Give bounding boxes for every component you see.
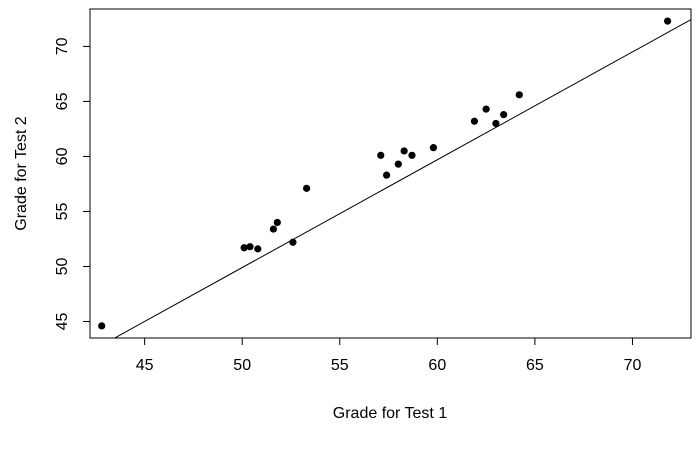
y-axis: 45 50 55 60 65 70: [54, 37, 90, 330]
data-point: [98, 322, 106, 330]
regression-line: [113, 19, 691, 338]
data-point: [663, 17, 672, 25]
x-tick-label: 60: [428, 357, 446, 374]
data-point: [492, 119, 500, 128]
points-layer: [98, 17, 672, 330]
fit-line-layer: [113, 19, 691, 338]
data-point: [400, 147, 408, 155]
x-tick-label: 45: [136, 357, 154, 374]
data-point: [482, 105, 490, 113]
data-point: [289, 238, 297, 246]
data-point: [408, 151, 416, 159]
data-point: [302, 184, 311, 192]
plot-frame: [89, 8, 692, 339]
x-axis-title: Grade for Test 1: [333, 405, 448, 422]
data-point: [254, 245, 262, 253]
data-point: [394, 160, 402, 168]
y-tick-label: 50: [54, 257, 71, 275]
data-point: [470, 117, 479, 125]
x-tick-label: 55: [331, 357, 349, 374]
y-tick-label: 60: [54, 147, 71, 165]
y-tick-label: 45: [54, 312, 71, 330]
data-point: [240, 244, 248, 252]
data-point: [269, 225, 278, 233]
x-tick-label: 70: [624, 357, 642, 374]
data-point: [500, 111, 508, 119]
data-point: [273, 218, 281, 227]
x-tick-label: 50: [233, 357, 251, 374]
y-tick-label: 65: [54, 92, 71, 110]
data-point: [377, 151, 385, 159]
data-point: [515, 91, 523, 99]
y-tick-label: 55: [54, 202, 71, 220]
x-axis: 45 50 55 60 65 70: [136, 338, 642, 374]
data-point: [429, 144, 438, 152]
y-tick-label: 70: [54, 37, 71, 55]
data-point: [246, 243, 254, 251]
y-axis-title: Grade for Test 2: [13, 116, 30, 231]
x-tick-label: 65: [526, 357, 544, 374]
data-point: [382, 171, 391, 179]
